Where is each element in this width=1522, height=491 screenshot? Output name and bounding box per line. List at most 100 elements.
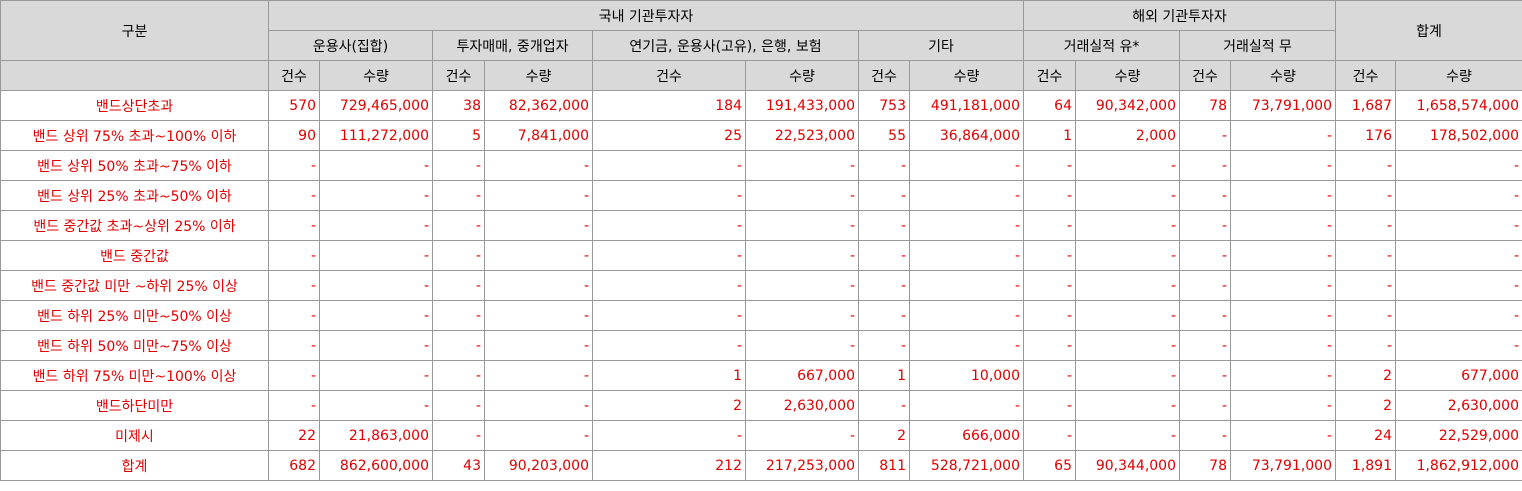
count-cell: - <box>1335 270 1396 301</box>
qty-subheader: 수량 <box>1394 60 1522 91</box>
qty-cell: 178,502,000 <box>1394 120 1522 151</box>
count-subheader: 건수 <box>1335 60 1396 91</box>
count-cell: - <box>1023 390 1076 421</box>
qty-subheader: 수량 <box>484 60 593 91</box>
qty-cell: - <box>1075 240 1180 271</box>
qty-cell: - <box>1230 420 1336 451</box>
count-cell: - <box>432 180 485 211</box>
count-cell: - <box>1023 270 1076 301</box>
qty-cell: - <box>1075 330 1180 361</box>
count-cell: - <box>268 150 320 181</box>
count-subheader: 건수 <box>432 60 485 91</box>
qty-cell: - <box>1075 300 1180 331</box>
count-cell: - <box>268 300 320 331</box>
qty-cell: - <box>909 270 1024 301</box>
qty-cell: - <box>484 360 593 391</box>
qty-cell: - <box>1394 330 1522 361</box>
count-cell: - <box>1179 150 1231 181</box>
qty-cell: - <box>909 180 1024 211</box>
table-row: 밴드상단초과 570 729,465,000 38 82,362,000 184 191,4… <box>0 90 1522 121</box>
qty-cell: - <box>1230 240 1336 271</box>
qty-cell: 82,362,000 <box>484 90 593 121</box>
row-label: 미제시 <box>0 420 269 451</box>
count-cell: - <box>858 390 910 421</box>
group-header: 투자매매, 중개업자 <box>432 30 593 61</box>
qty-cell: - <box>745 270 859 301</box>
qty-cell: - <box>1230 270 1336 301</box>
qty-cell: 191,433,000 <box>745 90 859 121</box>
count-cell: 1,891 <box>1335 450 1396 481</box>
qty-cell: - <box>484 420 593 451</box>
count-cell: - <box>592 150 746 181</box>
qty-cell: 862,600,000 <box>319 450 433 481</box>
table-row: 밴드 하위 25% 미만~50% 이상 - - - - - - - - - - - - - - <box>0 300 1522 331</box>
row-label: 밴드 상위 75% 초과~100% 이하 <box>0 120 269 151</box>
qty-cell: - <box>1075 420 1180 451</box>
count-cell: 65 <box>1023 450 1076 481</box>
count-cell: - <box>1023 180 1076 211</box>
count-cell: 5 <box>432 120 485 151</box>
qty-cell: - <box>909 240 1024 271</box>
count-cell: 212 <box>592 450 746 481</box>
qty-cell: 111,272,000 <box>319 120 433 151</box>
count-cell: - <box>268 240 320 271</box>
count-cell: 78 <box>1179 90 1231 121</box>
count-cell: - <box>592 270 746 301</box>
qty-cell: - <box>319 210 433 241</box>
qty-cell: - <box>484 330 593 361</box>
table-row: 밴드 상위 25% 초과~50% 이하 - - - - - - - - - - - - - - <box>0 180 1522 211</box>
qty-cell: 2,630,000 <box>745 390 859 421</box>
count-cell: 43 <box>432 450 485 481</box>
qty-cell: - <box>319 150 433 181</box>
qty-cell: - <box>745 150 859 181</box>
count-cell: - <box>592 300 746 331</box>
count-cell: - <box>1023 420 1076 451</box>
count-cell: - <box>1179 270 1231 301</box>
qty-cell: - <box>1230 390 1336 421</box>
qty-cell: 729,465,000 <box>319 90 433 121</box>
qty-cell: 491,181,000 <box>909 90 1024 121</box>
count-cell: - <box>1335 180 1396 211</box>
table-row: 밴드 하위 75% 미만~100% 이상 - - - -1 667,000 1 10,000-… <box>0 360 1522 391</box>
row-label: 밴드 하위 75% 미만~100% 이상 <box>0 360 269 391</box>
count-cell: 1 <box>858 360 910 391</box>
count-cell: - <box>432 330 485 361</box>
group-header: 운용사(집합) <box>268 30 433 61</box>
count-cell: 2 <box>1335 360 1396 391</box>
qty-cell: - <box>745 330 859 361</box>
total-header: 합계 <box>1334 0 1522 61</box>
table-row: 밴드 중간값 미만 ~하위 25% 이상 - - - - - - - - - - - - - - <box>0 270 1522 301</box>
row-label: 합계 <box>0 450 269 481</box>
count-cell: - <box>1335 330 1396 361</box>
qty-cell: - <box>1394 240 1522 271</box>
qty-cell: 7,841,000 <box>484 120 593 151</box>
count-cell: 1 <box>1023 120 1076 151</box>
count-cell: - <box>592 330 746 361</box>
count-cell: 90 <box>268 120 320 151</box>
qty-subheader: 수량 <box>1075 60 1180 91</box>
group-header: 거래실적 유* <box>1023 30 1180 61</box>
qty-cell: - <box>319 390 433 421</box>
count-cell: - <box>432 210 485 241</box>
qty-cell: - <box>1394 300 1522 331</box>
qty-cell: - <box>745 420 859 451</box>
count-cell: 184 <box>592 90 746 121</box>
count-cell: - <box>858 180 910 211</box>
qty-cell: - <box>1230 120 1336 151</box>
count-cell: - <box>592 240 746 271</box>
table-header: 구분 국내 기관투자자 해외 기관투자자 합계 운용사(집합) 투자매매, 중개… <box>0 0 1522 91</box>
qty-cell: 677,000 <box>1394 360 1522 391</box>
qty-cell: - <box>909 150 1024 181</box>
qty-cell: - <box>1230 360 1336 391</box>
qty-cell: - <box>1394 180 1522 211</box>
count-subheader: 건수 <box>1023 60 1076 91</box>
count-cell: 682 <box>268 450 320 481</box>
qty-cell: - <box>1075 270 1180 301</box>
qty-cell: 2,000 <box>1075 120 1180 151</box>
count-cell: - <box>1335 210 1396 241</box>
qty-cell: - <box>909 330 1024 361</box>
qty-cell: - <box>1230 330 1336 361</box>
blank-header-cell <box>0 60 269 91</box>
count-cell: - <box>1179 180 1231 211</box>
count-cell: - <box>1179 210 1231 241</box>
